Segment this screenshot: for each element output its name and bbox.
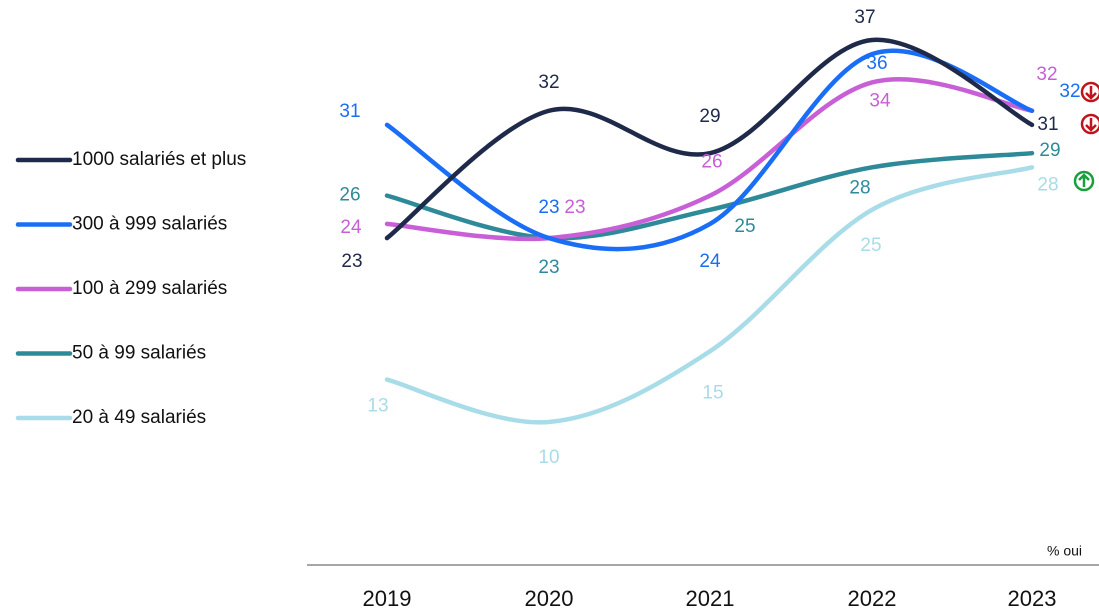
trend-icons <box>1073 81 1099 192</box>
annotation: % oui <box>1047 543 1082 559</box>
x-tick-label: 2021 <box>686 586 735 610</box>
data-label: 31 <box>1037 114 1058 135</box>
data-label: 26 <box>339 185 360 206</box>
x-tick-label: 2019 <box>363 586 412 610</box>
data-label: 23 <box>538 257 559 278</box>
data-label: 31 <box>339 101 360 122</box>
data-label: 23 <box>538 197 559 218</box>
data-label: 28 <box>1037 174 1058 195</box>
data-label: 25 <box>860 235 881 256</box>
series-line <box>384 77 1035 242</box>
data-label: 26 <box>701 152 722 173</box>
legend-label: 300 à 999 salariés <box>72 214 227 235</box>
data-label: 32 <box>1036 64 1057 85</box>
data-label: 36 <box>866 53 887 74</box>
data-label: 25 <box>734 216 755 237</box>
series-line <box>384 165 1035 425</box>
x-tick-label: 2023 <box>1008 586 1057 610</box>
data-label: 24 <box>340 217 362 238</box>
data-label: 29 <box>1039 140 1060 161</box>
data-label: 32 <box>1059 81 1080 102</box>
legend-label: 20 à 49 salariés <box>72 407 206 428</box>
legend-label: 100 à 299 salariés <box>72 278 227 299</box>
legend-label: 1000 salariés et plus <box>72 149 246 170</box>
data-label: 37 <box>854 7 875 28</box>
data-label: 34 <box>869 90 891 111</box>
data-label: 29 <box>699 106 720 127</box>
x-tick-label: 2020 <box>525 586 574 610</box>
data-label: 23 <box>564 197 585 218</box>
data-label: 13 <box>367 396 388 417</box>
series-line <box>384 37 1035 241</box>
series-line <box>384 150 1035 241</box>
series-line <box>384 48 1035 252</box>
data-label: 28 <box>849 177 870 198</box>
data-label: 10 <box>538 447 559 468</box>
data-label: 15 <box>702 382 723 403</box>
legend-label: 50 à 99 salariés <box>72 343 206 364</box>
x-tick-label: 2022 <box>848 586 897 610</box>
data-label: 32 <box>538 72 559 93</box>
data-label: 23 <box>341 251 362 272</box>
data-label: 24 <box>699 251 721 272</box>
